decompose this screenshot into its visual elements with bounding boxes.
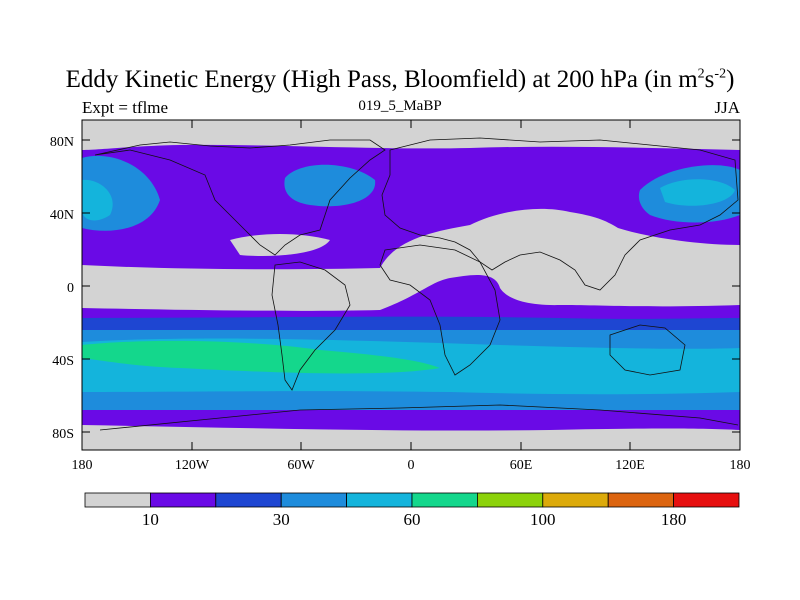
lon-tick-180w: 180: [72, 442, 93, 473]
lon-tick-0: 0: [408, 120, 415, 473]
lon-label-180e: 180: [730, 458, 751, 473]
field-patch-npac-inner: [660, 179, 735, 206]
colorbar-label-3: 100: [530, 510, 556, 529]
chart-title: Eddy Kinetic Energy (High Pass, Bloomfie…: [65, 66, 735, 93]
colorbar-label-0: 10: [142, 510, 159, 529]
colorbar-box-6: [476, 492, 544, 508]
colorbar-box-2: [215, 492, 282, 508]
run-label: 019_5_MaBP: [358, 98, 442, 114]
lon-label-60e: 60E: [510, 458, 533, 473]
coastlines: [94, 137, 739, 431]
experiment-label: Expt = tflme: [82, 98, 169, 117]
colorbar-box-5: [411, 492, 478, 508]
lat-label-80n: 80N: [50, 135, 74, 150]
field-patch-natl: [284, 164, 376, 207]
lat-axis: 80N 40N 0 40S 80S: [50, 135, 740, 442]
colorbar-box-7: [542, 492, 609, 508]
lon-label-0: 0: [408, 458, 415, 473]
field-polar-cap: [82, 120, 740, 150]
field-patch-nw-inner: [82, 179, 113, 221]
lon-tick-60e: 60E: [510, 120, 533, 473]
colorbar-label-4: 180: [661, 510, 687, 529]
field-antarctic: [82, 425, 740, 450]
colorbar-label-2: 60: [404, 510, 421, 529]
colorbar-box-8: [607, 492, 675, 508]
season-label: JJA: [714, 98, 740, 117]
colorbar-box-1: [149, 492, 217, 508]
contour-field: [82, 120, 740, 450]
lat-tick-0: 0: [67, 281, 740, 296]
lat-tick-40n: 40N: [50, 208, 740, 223]
lon-label-180w: 180: [72, 458, 93, 473]
field-band-s1: [82, 316, 740, 331]
lon-label-120w: 120W: [175, 458, 210, 473]
lat-tick-40s: 40S: [52, 354, 740, 369]
lat-label-0: 0: [67, 281, 74, 296]
lon-tick-120e: 120E: [615, 120, 645, 473]
lat-label-40s: 40S: [52, 354, 74, 369]
lat-tick-80n: 80N: [50, 135, 740, 150]
field-jet-core: [82, 340, 440, 374]
lat-tick-80s: 80S: [52, 427, 740, 442]
colorbar-label-1: 30: [273, 510, 290, 529]
lon-label-60w: 60W: [287, 458, 315, 473]
lon-label-120e: 120E: [615, 458, 645, 473]
lat-label-80s: 80S: [52, 427, 74, 442]
colorbar-box-4: [346, 492, 413, 508]
lon-tick-120w: 120W: [175, 120, 210, 473]
lon-tick-60w: 60W: [287, 120, 315, 473]
lat-label-40n: 40N: [50, 208, 74, 223]
lon-tick-180e: 180: [730, 442, 751, 473]
colorbar: 10 30 60 100 180: [84, 492, 740, 529]
colorbar-box-0: [84, 492, 151, 508]
field-tropical-band: [82, 208, 740, 311]
colorbar-box-9: [673, 492, 740, 508]
lon-axis: 180 120W 60W 0 60E 120E 180: [72, 120, 751, 473]
colorbar-box-3: [280, 492, 348, 508]
